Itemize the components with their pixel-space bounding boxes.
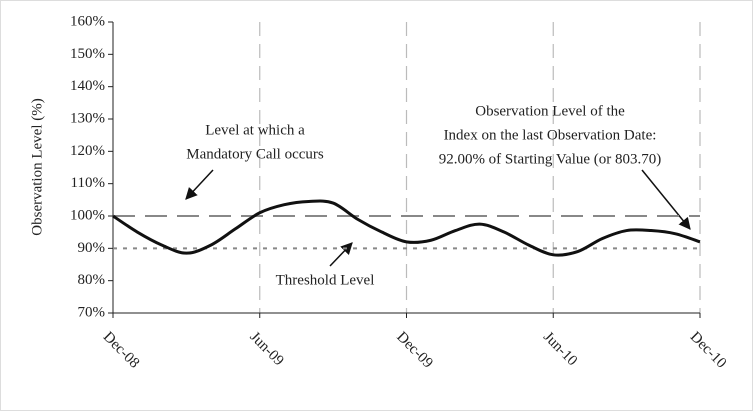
y-tick-label: 100%	[70, 207, 105, 223]
y-tick-label: 110%	[71, 175, 105, 191]
y-tick-label: 160%	[70, 13, 105, 29]
arrow	[329, 242, 353, 267]
y-axis-label: Observation Level (%)	[29, 98, 45, 235]
annotation: Mandatory Call occurs	[186, 146, 324, 162]
y-tick-label: 80%	[78, 272, 106, 288]
y-tick-label: 70%	[78, 304, 106, 320]
y-tick-label: 120%	[70, 143, 105, 159]
annotation: Index on the last Observation Date:	[444, 127, 657, 143]
arrow	[641, 169, 691, 230]
data-line	[112, 199, 701, 257]
y-tick-label: 150%	[70, 46, 105, 62]
y-tick-label: 90%	[78, 240, 106, 256]
y-tick-label: 130%	[70, 110, 105, 126]
arrow	[185, 169, 214, 200]
annotation: Threshold Level	[276, 272, 375, 288]
annotation: Level at which a	[205, 122, 305, 138]
y-tick-label: 140%	[70, 78, 105, 94]
annotation: Observation Level of the	[475, 103, 625, 119]
annotation: 92.00% of Starting Value (or 803.70)	[439, 151, 662, 167]
